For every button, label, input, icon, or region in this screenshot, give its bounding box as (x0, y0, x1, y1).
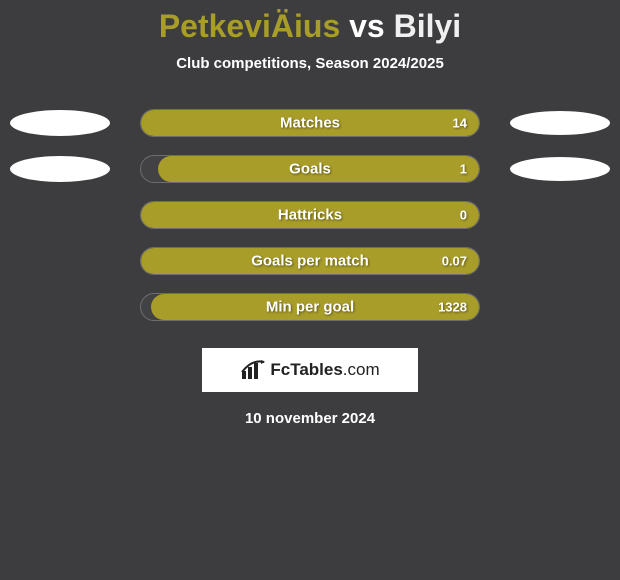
right-ellipse (510, 157, 610, 181)
logo-tld: .com (343, 360, 380, 379)
bar-chart-icon (240, 359, 266, 381)
date-label: 10 november 2024 (0, 410, 620, 427)
stat-bar: Matches14 (140, 109, 480, 137)
subtitle: Club competitions, Season 2024/2025 (0, 55, 620, 72)
title-player2: Bilyi (394, 8, 462, 44)
right-ellipse (510, 111, 610, 135)
page-title: PetkeviÄius vs Bilyi (0, 0, 620, 45)
left-ellipse (10, 110, 110, 136)
stat-row: Goals1 (0, 146, 620, 192)
stat-row: Matches14 (0, 100, 620, 146)
stat-bar-fill (141, 248, 479, 274)
stat-bar-fill (141, 110, 479, 136)
stat-bar-fill (151, 294, 479, 320)
fctables-logo: FcTables.com (202, 348, 418, 392)
logo-text: FcTables.com (270, 360, 379, 380)
stat-row: Goals per match0.07 (0, 238, 620, 284)
left-ellipse (10, 156, 110, 182)
title-vs: vs (340, 8, 393, 44)
stat-bar: Goals per match0.07 (140, 247, 480, 275)
stat-bar: Hattricks0 (140, 201, 480, 229)
stat-bar-fill (158, 156, 479, 182)
stat-bar: Goals1 (140, 155, 480, 183)
stat-bar-fill (141, 202, 479, 228)
chart-container: PetkeviÄius vs Bilyi Club competitions, … (0, 0, 620, 580)
title-player1: PetkeviÄius (159, 8, 340, 44)
stat-row: Hattricks0 (0, 192, 620, 238)
stat-rows: Matches14 Goals1 Hattricks0 Goals per match… (0, 100, 620, 330)
logo-main: FcTables (270, 360, 342, 379)
stat-row: Min per goal1328 (0, 284, 620, 330)
stat-bar: Min per goal1328 (140, 293, 480, 321)
